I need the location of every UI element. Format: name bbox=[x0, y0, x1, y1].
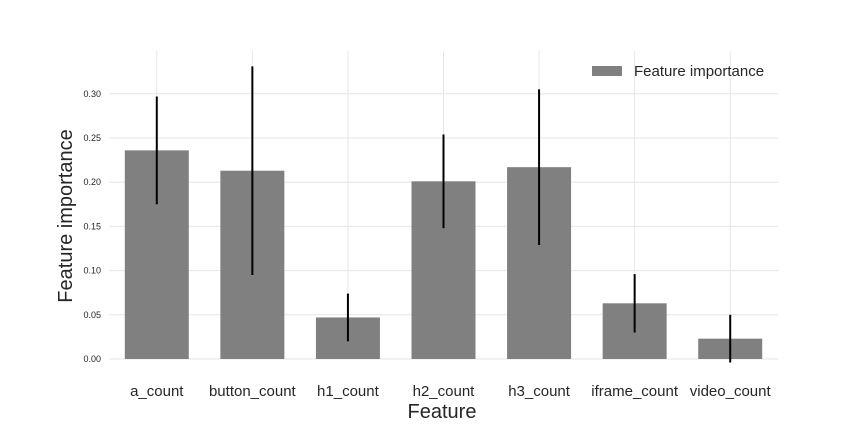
y-tick-label: 0.30 bbox=[83, 89, 101, 99]
x-tick-label: video_count bbox=[690, 383, 772, 400]
x-tick-label: a_count bbox=[130, 383, 184, 400]
x-axis-label: Feature bbox=[408, 401, 477, 423]
y-tick-label: 0.05 bbox=[83, 310, 101, 320]
error-bars bbox=[155, 66, 732, 363]
y-axis-label: Feature importance bbox=[55, 129, 77, 302]
y-tick-label: 0.10 bbox=[83, 266, 101, 276]
legend-label: Feature importance bbox=[634, 63, 764, 80]
x-tick-label: button_count bbox=[209, 383, 297, 400]
x-tick-label: h2_count bbox=[413, 383, 476, 400]
y-tick-label: 0.20 bbox=[83, 177, 101, 187]
legend-swatch bbox=[592, 66, 622, 76]
x-tick-label: h3_count bbox=[508, 383, 571, 400]
x-tick-label: iframe_count bbox=[591, 383, 679, 400]
y-tick-label: 0.25 bbox=[83, 133, 101, 143]
y-tick-labels: 0.00 0.05 0.10 0.15 0.20 0.25 0.30 bbox=[83, 89, 101, 364]
y-tick-label: 0.00 bbox=[83, 354, 101, 364]
y-tick-label: 0.15 bbox=[83, 221, 101, 231]
x-tick-label: h1_count bbox=[317, 383, 380, 400]
x-tick-labels: a_count button_count h1_count h2_count h3_co… bbox=[130, 383, 771, 400]
legend: Feature importance bbox=[592, 63, 764, 80]
